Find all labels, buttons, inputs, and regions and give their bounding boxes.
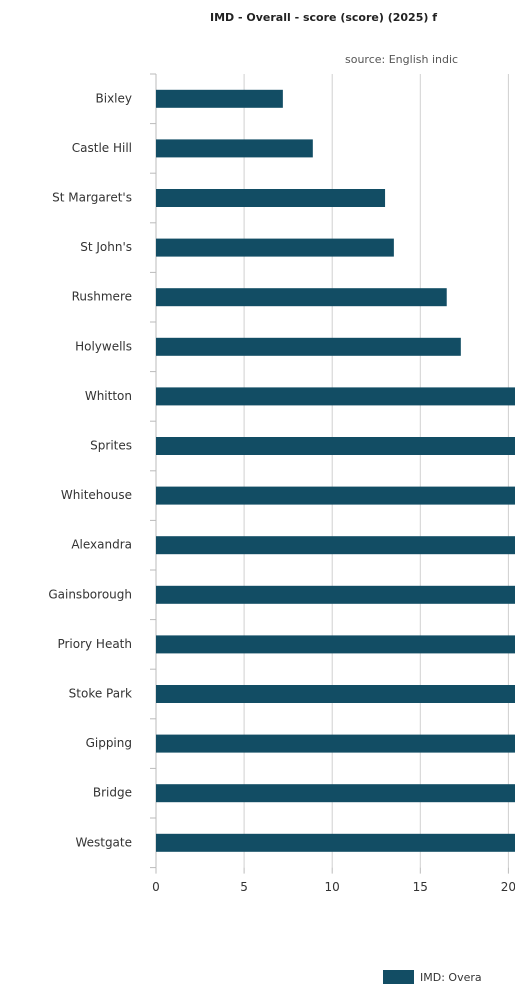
x-tick-label: 20 — [501, 880, 515, 894]
y-tick-label: Westgate — [75, 835, 132, 849]
y-tick-label: Rushmere — [72, 290, 132, 304]
bar — [156, 238, 394, 257]
bar — [156, 437, 515, 455]
x-tick-label: 0 — [152, 880, 160, 894]
chart-subtitle: source: English indic — [345, 53, 458, 66]
x-tick-label: 5 — [240, 880, 248, 894]
y-tick-label: St Margaret's — [52, 191, 132, 205]
y-tick-label: Gainsborough — [48, 587, 132, 601]
bar — [156, 288, 447, 307]
bar — [156, 635, 515, 654]
y-tick-label: Whitehouse — [61, 488, 132, 502]
bar — [156, 89, 283, 108]
bar — [156, 139, 313, 158]
x-tick-label: 15 — [413, 880, 428, 894]
bar — [156, 784, 515, 803]
y-tick-label: Whitton — [85, 389, 132, 403]
bar — [156, 536, 515, 555]
bar — [156, 387, 515, 406]
bar — [156, 585, 515, 604]
bar — [156, 189, 386, 207]
legend-label: IMD: Overa — [420, 971, 482, 984]
y-tick-label: Castle Hill — [72, 141, 132, 155]
chart-title: IMD - Overall - score (score) (2025) f — [210, 11, 437, 24]
legend-swatch — [383, 970, 414, 984]
x-tick-label: 10 — [325, 880, 340, 894]
y-tick-label: Bixley — [96, 91, 133, 105]
bar — [156, 833, 515, 852]
y-tick-label: Stoke Park — [69, 687, 132, 701]
y-tick-label: Priory Heath — [57, 637, 132, 651]
y-tick-label: Sprites — [90, 439, 132, 453]
y-tick-label: St John's — [80, 240, 132, 254]
y-tick-label: Holywells — [75, 339, 132, 353]
bar — [156, 337, 461, 356]
y-tick-label: Gipping — [86, 736, 132, 750]
bar — [156, 734, 515, 753]
y-tick-label: Bridge — [93, 786, 132, 800]
bar — [156, 685, 515, 703]
y-tick-label: Alexandra — [71, 538, 132, 552]
bar — [156, 486, 515, 505]
